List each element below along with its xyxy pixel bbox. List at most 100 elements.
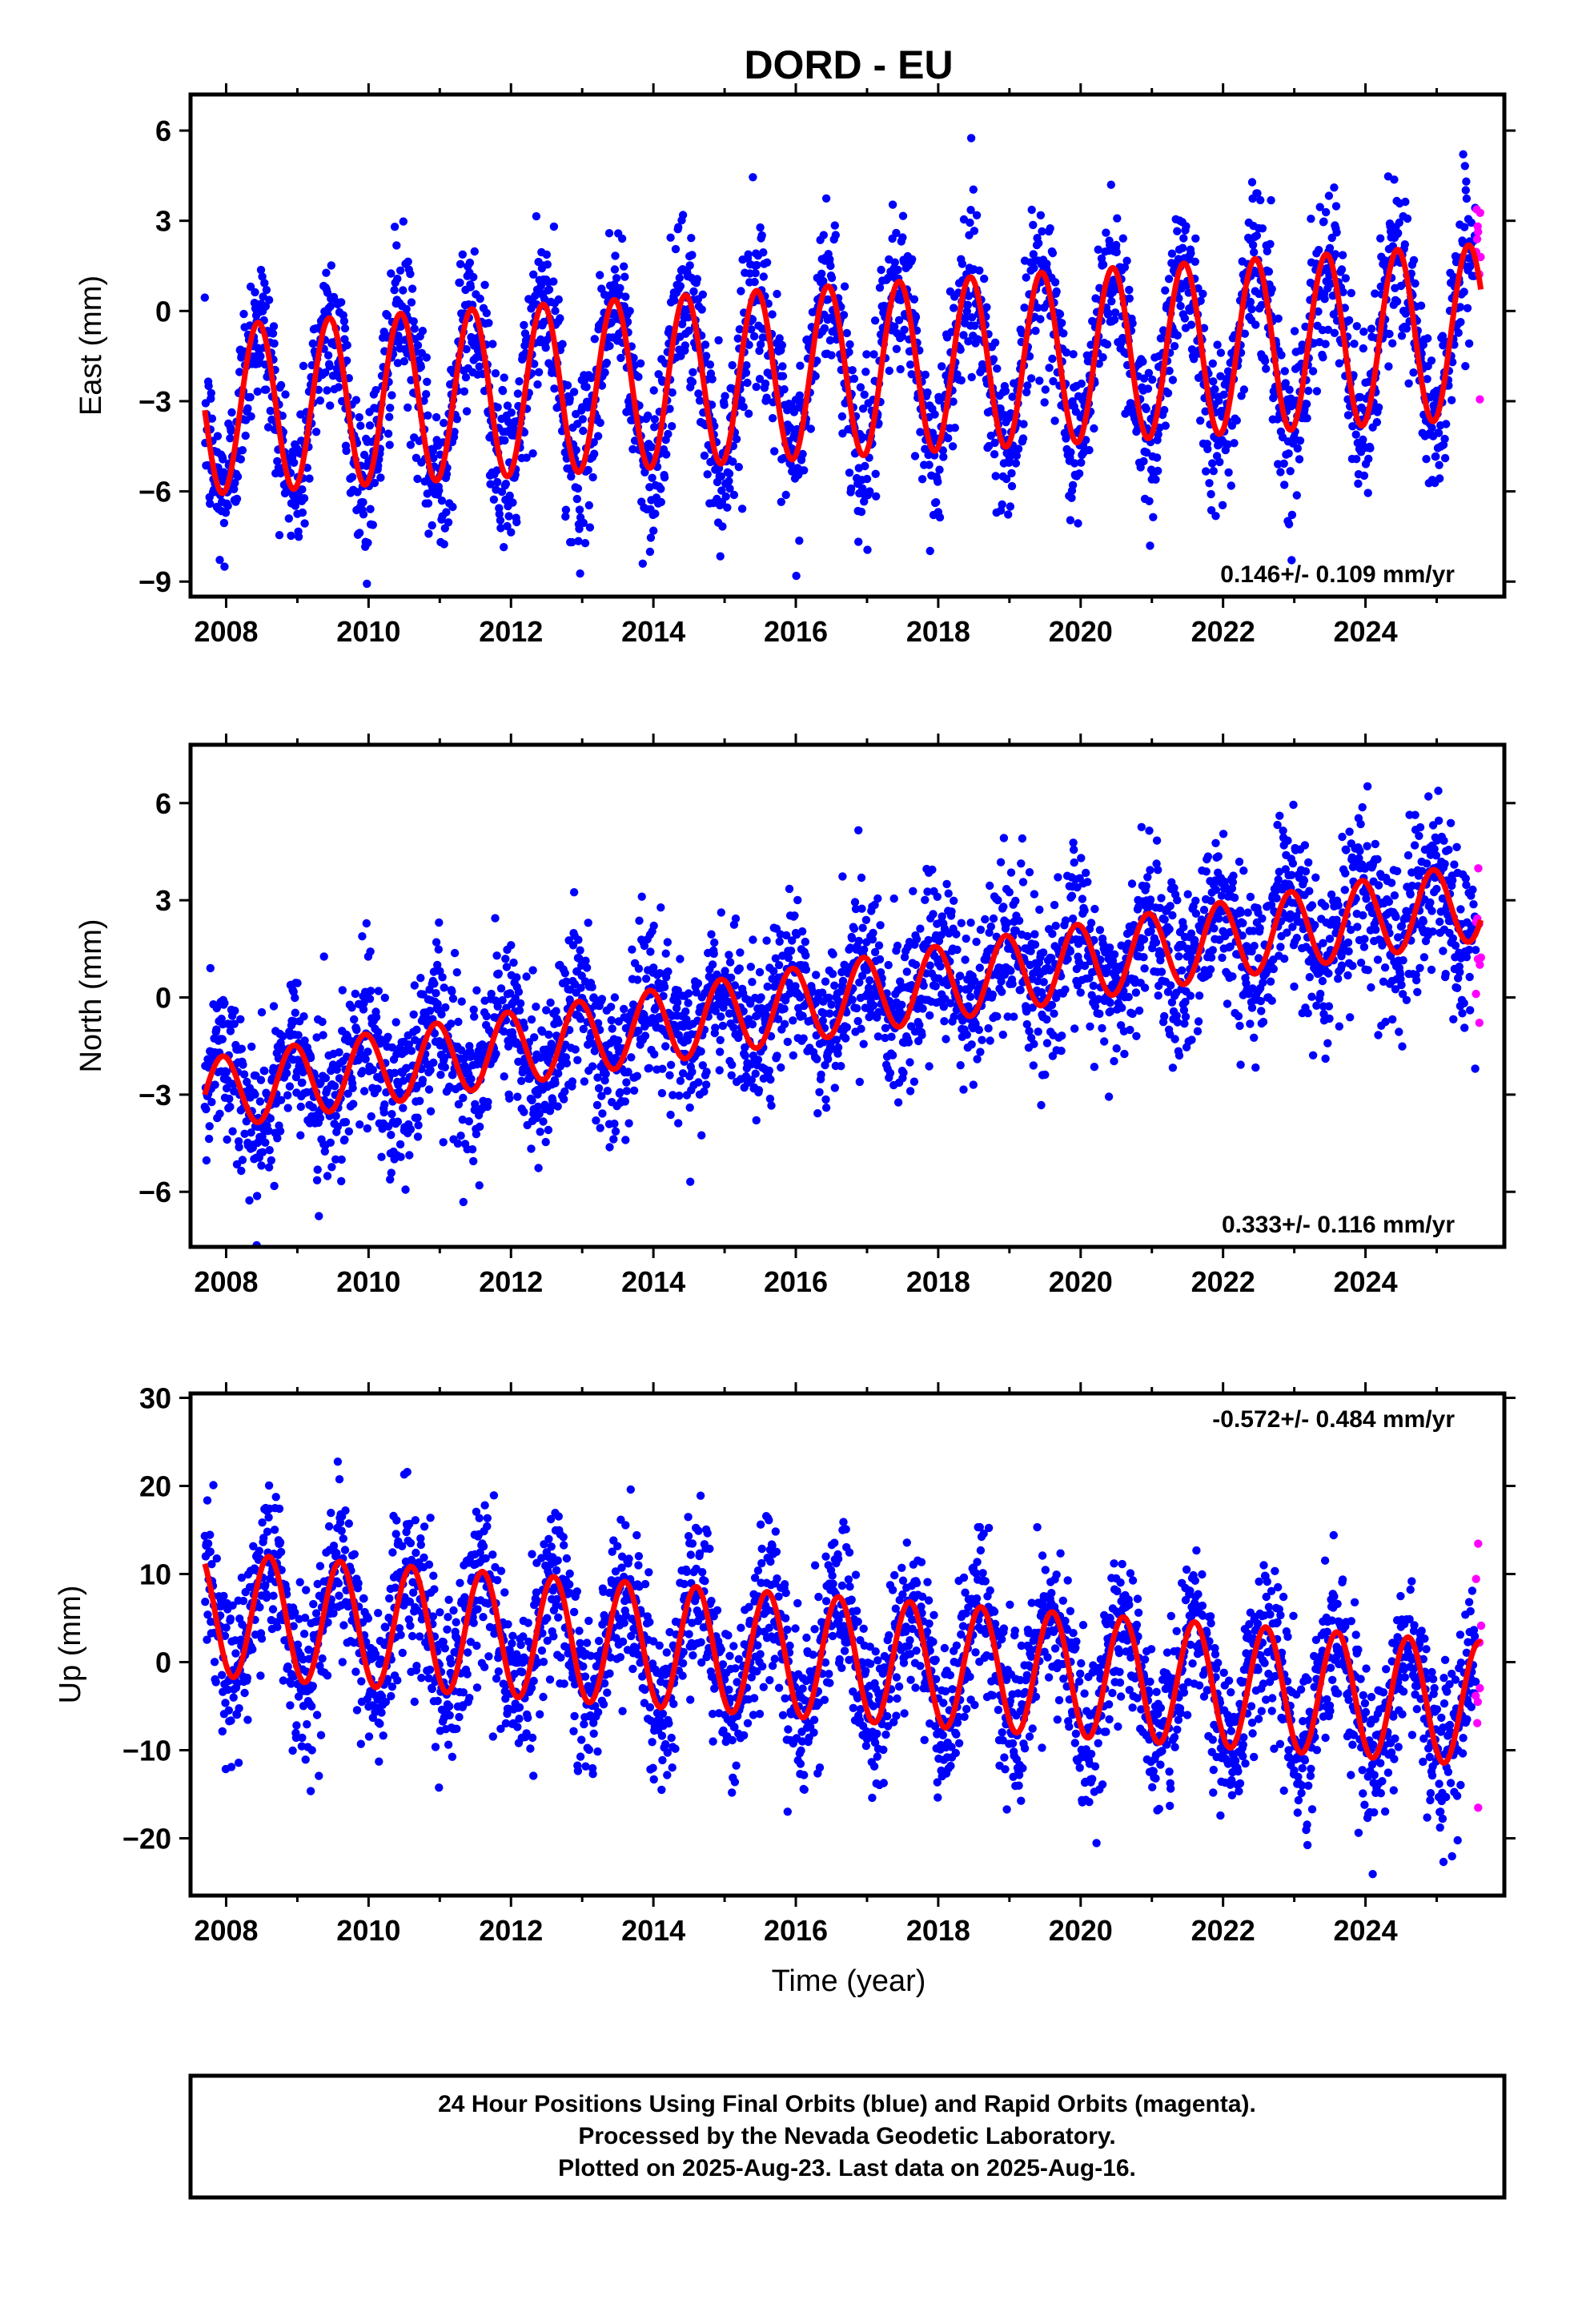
final-orbit-point (470, 247, 479, 256)
final-orbit-point (573, 484, 583, 493)
final-orbit-point (966, 134, 976, 143)
final-orbit-point (821, 1095, 830, 1104)
final-orbit-point (873, 1032, 883, 1041)
final-orbit-point (206, 963, 215, 973)
final-orbit-point (1176, 301, 1185, 311)
final-orbit-point (576, 1015, 585, 1023)
final-orbit-point (773, 289, 781, 299)
final-orbit-point (452, 415, 461, 424)
final-orbit-point (296, 1131, 305, 1140)
final-orbit-point (758, 333, 767, 342)
final-orbit-point (560, 1087, 569, 1096)
final-orbit-point (601, 1069, 610, 1079)
final-orbit-point (962, 307, 972, 316)
final-orbit-point (636, 359, 645, 368)
final-orbit-point (448, 1071, 457, 1080)
final-orbit-point (359, 510, 368, 519)
final-orbit-point (994, 895, 1002, 905)
final-orbit-point (534, 1164, 543, 1172)
final-orbit-point (1160, 405, 1169, 415)
final-orbit-point (1247, 304, 1256, 314)
final-orbit-point (409, 1010, 418, 1019)
final-orbit-point (207, 1098, 216, 1107)
final-orbit-point (970, 227, 979, 235)
final-orbit-point (768, 414, 777, 423)
final-orbit-point (533, 380, 542, 389)
final-orbit-point (327, 1163, 336, 1172)
final-orbit-point (651, 1003, 660, 1012)
final-orbit-point (430, 979, 439, 988)
final-orbit-point (496, 524, 505, 533)
final-orbit-point (594, 1084, 604, 1093)
final-orbit-point (464, 1117, 473, 1126)
final-orbit-point (440, 1063, 449, 1072)
final-orbit-point (298, 508, 307, 517)
final-orbit-point (671, 244, 681, 254)
x-tick-label: 2012 (479, 615, 543, 648)
final-orbit-point (442, 469, 452, 479)
final-orbit-point (780, 385, 789, 394)
final-orbit-point (1002, 474, 1011, 484)
plot-frame (188, 92, 1507, 599)
final-orbit-point (1397, 332, 1407, 340)
final-orbit-point (404, 403, 412, 412)
final-orbit-point (264, 1163, 274, 1172)
final-orbit-point (610, 1120, 619, 1128)
final-orbit-point (1293, 444, 1303, 453)
final-orbit-point (251, 1090, 259, 1099)
final-orbit-point (269, 1063, 278, 1072)
final-orbit-point (482, 308, 491, 318)
final-orbit-point (963, 300, 973, 309)
final-orbit-point (393, 1117, 403, 1126)
final-orbit-point (220, 562, 229, 571)
final-orbit-point (393, 274, 402, 283)
final-orbit-point (1284, 520, 1294, 529)
final-orbit-point (1030, 1039, 1038, 1048)
final-orbit-point (967, 372, 976, 382)
final-orbit-point (795, 537, 804, 545)
final-orbit-point (781, 490, 790, 500)
final-orbit-point (796, 361, 805, 370)
final-orbit-point (775, 334, 784, 343)
final-orbit-point (902, 967, 912, 976)
final-orbit-point (371, 1012, 381, 1022)
final-orbit-point (986, 881, 994, 891)
final-orbit-point (1001, 387, 1010, 396)
final-orbit-point (267, 1156, 275, 1165)
final-orbit-point (1216, 348, 1226, 357)
final-orbit-point (1237, 392, 1246, 400)
final-orbit-point (509, 958, 518, 967)
final-orbit-point (856, 383, 865, 392)
final-orbit-point (656, 485, 665, 493)
final-orbit-point (285, 1082, 295, 1091)
final-orbit-point (215, 1109, 224, 1119)
final-orbit-point (1018, 878, 1028, 887)
final-orbit-point (827, 1000, 836, 1009)
final-orbit-point (1030, 940, 1040, 949)
final-orbit-point (904, 1038, 913, 1047)
final-orbit-point (308, 1103, 317, 1112)
final-orbit-point (426, 1066, 435, 1075)
final-orbit-point (475, 1181, 484, 1190)
chart-title: DORD - EU (744, 42, 953, 87)
final-orbit-point (1416, 301, 1426, 310)
final-orbit-point (374, 987, 383, 995)
final-orbit-point (1267, 284, 1276, 294)
final-orbit-point (842, 1023, 852, 1032)
final-orbit-point (990, 338, 1000, 347)
final-orbit-point (279, 1031, 287, 1041)
final-orbit-point (795, 391, 804, 400)
final-orbit-point (628, 444, 637, 454)
final-orbit-point (390, 223, 400, 231)
final-orbit-point (693, 979, 703, 988)
final-orbit-point (791, 982, 800, 991)
final-orbit-point (320, 1147, 329, 1156)
final-orbit-point (475, 362, 484, 371)
final-orbit-point (533, 1090, 542, 1099)
final-orbit-point (467, 1075, 476, 1084)
final-orbit-point (860, 390, 869, 399)
final-orbit-point (821, 977, 830, 986)
final-orbit-point (556, 314, 564, 323)
x-tick-label: 2022 (1191, 615, 1255, 648)
final-orbit-point (627, 1053, 636, 1062)
